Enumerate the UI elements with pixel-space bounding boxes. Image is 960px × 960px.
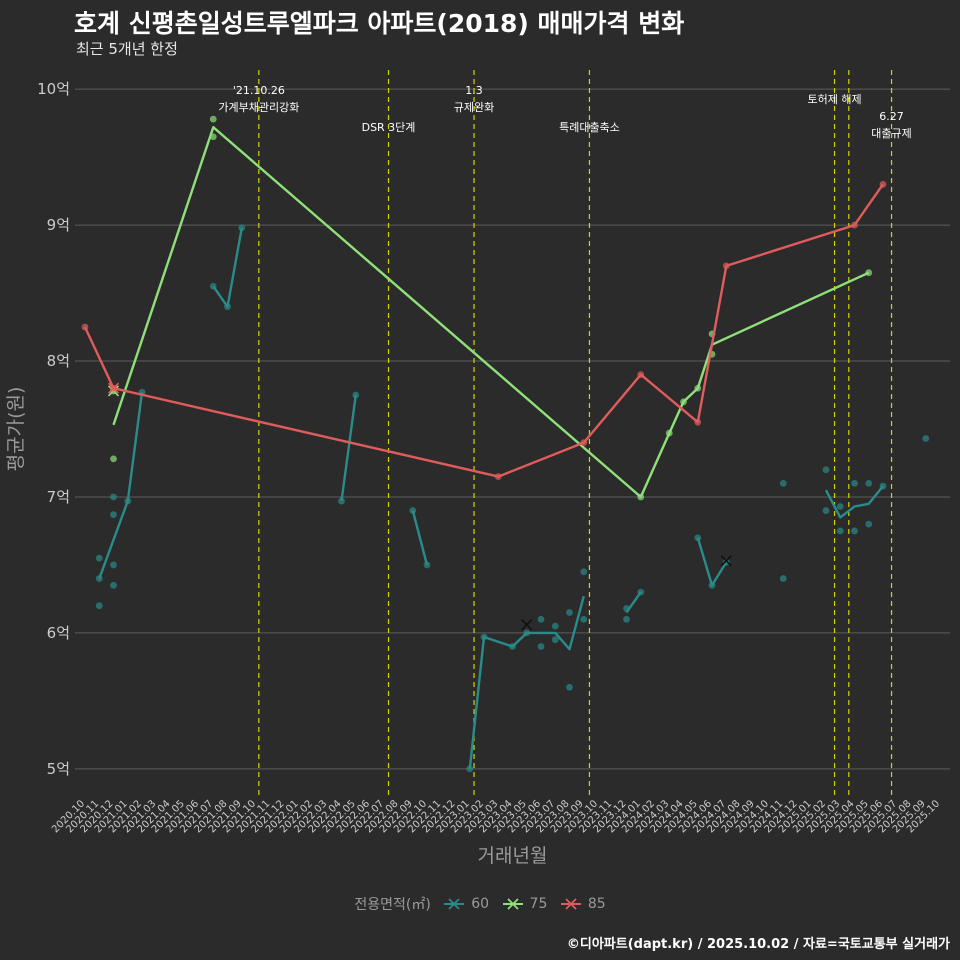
- data-point: [779, 479, 787, 487]
- data-point: [580, 568, 588, 576]
- series-layer: [81, 115, 930, 773]
- data-point: [95, 554, 103, 562]
- data-point: [110, 455, 117, 463]
- series-line: [98, 392, 144, 579]
- x-axis-title: 거래년월: [478, 845, 548, 867]
- event-label: '21.10.26: [233, 84, 285, 97]
- event-label: 토허제 해제: [807, 92, 861, 106]
- data-point: [566, 683, 573, 691]
- grid-layer: [75, 88, 950, 770]
- series-line: [212, 227, 243, 308]
- data-point: [551, 636, 559, 644]
- data-point: [110, 493, 117, 501]
- data-point: [836, 503, 844, 510]
- series-line: [411, 510, 429, 566]
- series-line: [824, 485, 884, 519]
- y-tick-label: 7억: [47, 488, 70, 506]
- event-label: 특례대출축소: [559, 121, 620, 134]
- chart-title: 호계 신평촌일성트루엘파크 아파트(2018) 매매가격 변화: [74, 9, 685, 38]
- series-line: [340, 394, 357, 502]
- event-label: DSR 3단계: [362, 121, 416, 134]
- legend-swatch-60: [444, 898, 465, 910]
- legend-item-60: 60: [443, 896, 489, 912]
- event-label: 1.3: [465, 84, 483, 97]
- axis-layer: 5억6억7억8억9억10억2020.102020.112020.122021.0…: [5, 80, 942, 867]
- data-point: [865, 479, 873, 487]
- cross-marker: [720, 555, 732, 567]
- cross-marker: [521, 619, 533, 631]
- y-tick-label: 6억: [47, 624, 70, 642]
- data-point: [209, 115, 217, 123]
- data-point: [851, 479, 858, 487]
- series-60: [95, 224, 930, 773]
- data-point: [338, 497, 345, 505]
- data-point: [110, 561, 117, 569]
- legend-swatch-75: [502, 898, 523, 910]
- data-point: [580, 615, 588, 623]
- data-point: [95, 602, 103, 610]
- data-point: [537, 643, 545, 650]
- event-label: 규제완화: [454, 101, 494, 114]
- series-85: [81, 180, 887, 480]
- data-point: [822, 507, 830, 514]
- series-line: [696, 537, 728, 587]
- y-tick-label: 9억: [47, 216, 70, 234]
- data-point: [566, 609, 573, 616]
- series-line: [83, 183, 884, 478]
- event-label: 가계부채관리강화: [218, 101, 299, 114]
- y-axis-title: 평균가(원): [5, 387, 27, 472]
- y-tick-label: 8억: [47, 352, 70, 370]
- legend-label-85: 85: [587, 896, 606, 912]
- data-point: [623, 615, 630, 623]
- legend-title: 전용면적(㎡): [354, 897, 431, 913]
- data-point: [551, 622, 559, 630]
- legend-label-60: 60: [471, 896, 490, 912]
- source-caption: ©디아파트(dapt.kr) / 2025.10.02 / 자료=국토교통부 실…: [566, 937, 950, 952]
- legend: 전용면적(㎡) 60 75 85: [0, 894, 960, 914]
- data-point: [865, 520, 873, 528]
- data-point: [922, 435, 930, 442]
- legend-swatch-85: [560, 898, 581, 910]
- data-point: [851, 527, 858, 535]
- data-point: [836, 527, 844, 535]
- data-point: [779, 575, 787, 582]
- event-label: 6.27: [879, 110, 904, 123]
- legend-label-75: 75: [529, 896, 548, 912]
- chart-subtitle: 최근 5개년 한정: [76, 40, 178, 58]
- data-point: [423, 561, 431, 569]
- data-point: [537, 615, 545, 623]
- series-75: [107, 115, 873, 501]
- y-tick-label: 10억: [37, 80, 70, 98]
- data-point: [822, 466, 830, 474]
- series-line: [112, 126, 870, 499]
- series-line: [625, 591, 642, 614]
- data-point: [110, 581, 117, 589]
- event-label: 대출규제: [871, 127, 911, 140]
- series-line: [468, 595, 585, 769]
- data-point: [466, 765, 474, 773]
- y-tick-label: 5억: [47, 760, 70, 778]
- legend-item-85: 85: [560, 896, 606, 912]
- cross-marker: [107, 382, 120, 394]
- legend-item-75: 75: [502, 896, 548, 912]
- data-point: [110, 511, 117, 519]
